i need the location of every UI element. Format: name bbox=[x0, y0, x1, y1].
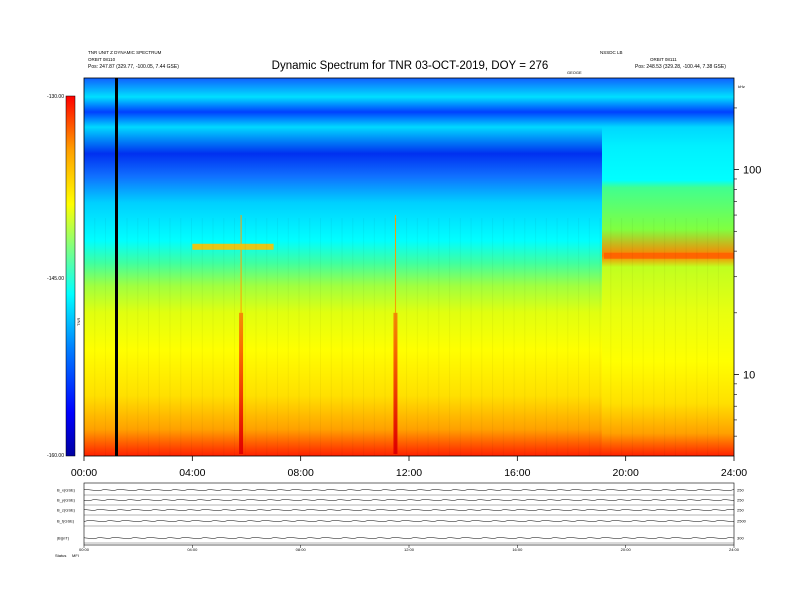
header-right-2: ORBIT 08111 bbox=[650, 57, 677, 62]
mag-x-tick-label: 08:00 bbox=[296, 547, 307, 552]
y-corner-label: kHz bbox=[738, 84, 745, 89]
mag-series-line bbox=[83, 499, 735, 502]
mag-series-label: B_z(GSE) bbox=[57, 508, 76, 513]
band-3 bbox=[604, 252, 734, 259]
header-center-small: GEOGE bbox=[567, 70, 582, 75]
mag-x-tick-label: 16:00 bbox=[512, 547, 523, 552]
mag-right-label: 2500 bbox=[737, 519, 747, 524]
mag-x-tick-label: 24:00 bbox=[729, 547, 740, 552]
mag-series-line bbox=[83, 489, 735, 492]
footer-status: Status bbox=[55, 553, 66, 558]
mag-series-line bbox=[83, 509, 735, 512]
y-tick-label: 10 bbox=[743, 369, 755, 381]
mag-series-label: B_t(GSE) bbox=[57, 519, 75, 524]
header-left-2: ORBIT 08110 bbox=[88, 57, 116, 62]
chart-title: Dynamic Spectrum for TNR 03-OCT-2019, DO… bbox=[272, 60, 549, 72]
mag-x-tick-label: 04:00 bbox=[187, 547, 198, 552]
header-right-1: NSSDC LB bbox=[600, 50, 623, 55]
colorbar-tick-mid: -145.00 bbox=[47, 276, 64, 282]
x-tick-label: 20:00 bbox=[613, 467, 639, 479]
mag-x-tick-label: 20:00 bbox=[621, 547, 632, 552]
mag-panel-frame bbox=[83, 482, 735, 546]
colorbar bbox=[65, 95, 76, 457]
mag-right-label: 300 bbox=[737, 536, 744, 541]
mag-right-label: 250 bbox=[737, 508, 744, 513]
header-left-3: Pos: 247.87 (329.77, -100.05, 7.44 GSE) bbox=[88, 64, 179, 70]
mag-series-label: |B|(nT) bbox=[57, 536, 70, 541]
header-left-1: TNR UNIT Z DYNAMIC SPECTRUM bbox=[88, 50, 162, 55]
burst-0 bbox=[239, 312, 244, 454]
colorbar-label: TNR bbox=[76, 318, 81, 326]
footer-mfi: MFI bbox=[72, 553, 79, 558]
spectrogram-region-early bbox=[84, 78, 602, 456]
mag-right-label: 250 bbox=[737, 498, 744, 503]
y-axis: 10 100 bbox=[734, 107, 761, 437]
x-tick-label: 00:00 bbox=[71, 467, 97, 479]
spectrogram-region-late bbox=[602, 78, 734, 456]
mag-right-label: 250 bbox=[737, 488, 744, 493]
x-axis: 00:00 04:00 08:00 12:00 16:00 20:00 24:00 bbox=[71, 456, 747, 479]
mag-panels: B_x(GSE) 250 B_y(GSE) 250 B_z(GSE) 250 B_t(GSE… bbox=[57, 488, 747, 544]
y-tick-label: 100 bbox=[743, 165, 761, 177]
x-tick-label: 16:00 bbox=[504, 467, 530, 479]
mag-x-tick-label: 00:00 bbox=[79, 547, 90, 552]
burst-1 bbox=[393, 312, 398, 454]
mag-series-line bbox=[83, 520, 735, 523]
colorbar-tick-top: -130.00 bbox=[47, 94, 64, 100]
mag-x-axis: 00:00 04:00 08:00 12:00 16:00 20:00 24:00 bbox=[79, 545, 740, 552]
header-right-3: Pos: 248.53 (329.28, -100.44, 7.38 GSE) bbox=[635, 64, 726, 70]
x-tick-label: 12:00 bbox=[396, 467, 422, 479]
x-tick-label: 24:00 bbox=[721, 467, 747, 479]
x-tick-label: 08:00 bbox=[288, 467, 314, 479]
colorbar-tick-bottom: -160.00 bbox=[47, 453, 64, 459]
x-tick-label: 04:00 bbox=[179, 467, 205, 479]
mag-series-label: B_y(GSE) bbox=[57, 498, 76, 503]
mag-series-label: B_x(GSE) bbox=[57, 488, 76, 493]
mag-x-tick-label: 12:00 bbox=[404, 547, 415, 552]
spectrogram-features bbox=[83, 215, 734, 456]
band-2 bbox=[192, 243, 274, 250]
mag-series-line bbox=[83, 537, 735, 540]
